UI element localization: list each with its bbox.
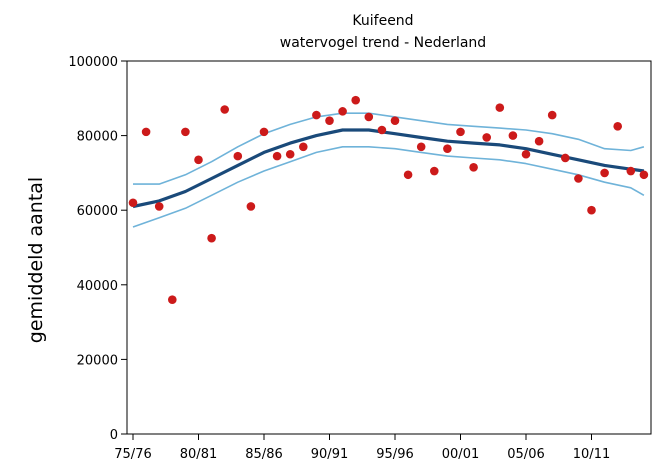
data-point [299, 142, 308, 152]
data-point [639, 170, 649, 180]
data-point [521, 149, 531, 159]
data-point [482, 133, 492, 142]
data-point [272, 151, 282, 161]
data-point [364, 112, 374, 122]
x-tick-label: 95/96 [376, 447, 413, 462]
data-point [154, 202, 164, 211]
data-point [325, 116, 334, 125]
data-point [534, 136, 544, 146]
data-point [285, 149, 295, 159]
data-point [600, 168, 609, 178]
plot-area: 0 20000 40000 60000 80000 100000 75/76 80/81 85/… [68, 55, 652, 462]
y-tick-label: 80000 [77, 130, 118, 145]
y-tick-label: 60000 [77, 204, 118, 219]
data-point [207, 233, 216, 243]
x-tick-label: 85/86 [245, 447, 282, 462]
data-point [233, 151, 243, 161]
data-point [430, 166, 439, 176]
data-point [351, 95, 361, 105]
data-point [338, 107, 347, 116]
data-point [220, 105, 229, 114]
lower-confidence-line [132, 146, 645, 228]
data-point [456, 127, 465, 137]
data-point [246, 202, 256, 211]
x-tick-label: 80/81 [180, 447, 217, 462]
data-point [181, 127, 190, 137]
x-tick-label: 10/11 [573, 447, 610, 462]
x-tick-label: 90/91 [311, 447, 348, 462]
data-point [574, 174, 583, 183]
data-point [403, 170, 413, 180]
data-point [259, 127, 269, 137]
y-tick-label: 100000 [68, 55, 118, 70]
data-point [168, 295, 177, 305]
trend-line [132, 128, 645, 209]
data-point [613, 121, 622, 131]
y-tick-label: 0 [110, 428, 118, 443]
data-point [547, 110, 557, 120]
y-axis-label: gemiddeld aantal [25, 177, 47, 343]
plot-frame [126, 60, 652, 435]
data-point [587, 205, 596, 215]
x-tick-label: 75/76 [114, 447, 151, 462]
data-point [141, 127, 151, 137]
chart-subtitle: watervogel trend - Nederland [280, 35, 486, 51]
x-tick-label: 05/06 [507, 447, 544, 462]
data-point [508, 131, 518, 140]
data-point [561, 153, 570, 163]
y-tick-label: 40000 [77, 279, 118, 294]
data-point [390, 116, 400, 125]
y-tick-label: 20000 [77, 353, 118, 368]
data-point [194, 155, 203, 165]
data-point [128, 198, 138, 208]
chart-title: Kuifeend [352, 13, 413, 29]
data-point [312, 110, 321, 120]
x-tick-label: 00/01 [442, 447, 479, 462]
data-point [626, 166, 636, 176]
data-point [495, 103, 505, 112]
data-point [416, 142, 426, 152]
data-point [377, 125, 387, 135]
data-point [443, 144, 452, 153]
data-point [469, 163, 478, 172]
